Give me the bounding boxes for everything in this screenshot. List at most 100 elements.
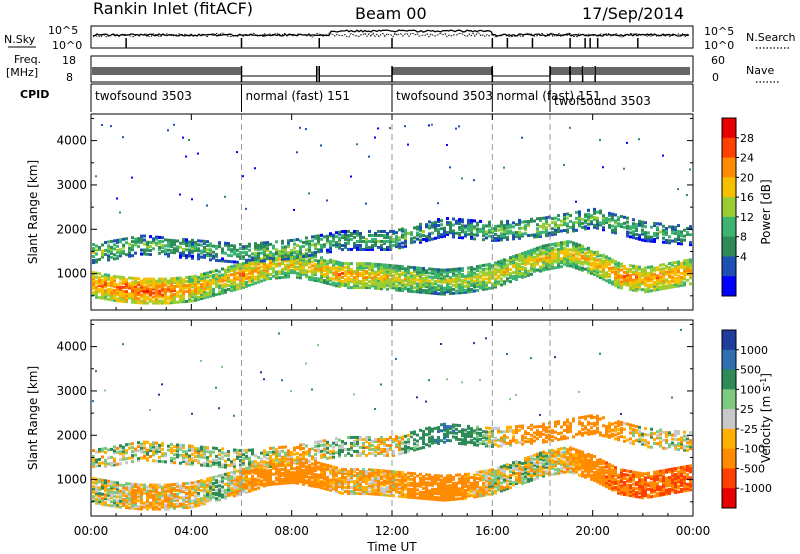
data-cell [506,267,509,271]
data-cell [218,488,221,492]
data-cell [686,278,689,282]
data-cell [146,297,149,301]
data-cell [332,273,335,277]
data-cell [512,233,515,237]
data-cell [122,277,125,281]
data-cell [461,281,464,285]
data-cell [662,224,665,228]
data-cell [545,249,548,253]
data-cell [281,477,284,481]
data-cell [215,281,218,285]
data-cell [194,496,197,500]
data-cell [146,279,149,283]
data-cell [221,289,224,293]
data-cell [173,506,176,510]
data-cell [257,468,260,472]
data-cell [290,471,293,475]
data-cell [596,268,599,272]
data-cell [104,248,107,252]
data-cell [248,265,251,269]
data-cell [473,267,476,271]
data-cell [311,455,314,459]
data-cell [302,452,305,456]
data-cell [278,262,281,266]
data-cell [95,464,98,468]
data-cell [182,455,185,459]
data-cell [284,451,287,455]
data-cell [191,254,194,258]
data-cell [212,481,215,485]
data-cell [326,273,329,277]
data-cell [191,487,194,491]
data-cell [119,281,122,285]
data-cell [503,272,506,276]
data-cell [674,267,677,271]
data-cell [110,482,113,486]
data-cell [377,282,380,286]
data-cell [167,444,170,448]
data-cell [494,271,497,275]
data-cell [266,471,269,475]
data-cell [626,234,629,238]
data-cell [185,275,188,279]
data-cell [293,448,296,452]
data-cell [92,485,95,489]
data-cell [260,259,263,263]
data-cell [524,250,527,254]
data-cell [395,266,398,270]
data-cell [488,280,491,284]
data-cell [314,444,317,448]
data-cell [158,447,161,451]
data-cell [446,222,449,226]
data-cell [299,274,302,278]
data-cell [131,294,134,298]
data-cell [203,272,206,276]
data-cell [557,255,560,259]
data-cell [602,265,605,269]
data-cell [134,502,137,506]
data-cell [404,232,407,236]
data-cell [404,238,407,242]
data-cell [263,247,266,251]
data-cell [512,261,515,265]
data-cell [254,242,257,246]
data-cell [275,464,278,468]
data-cell [383,273,386,277]
data-cell [308,447,311,451]
data-cell [293,458,296,462]
data-cell [113,459,116,463]
data-cell [254,460,257,464]
data-cell [146,485,149,489]
data-cell [617,285,620,289]
data-cell [191,456,194,460]
data-cell [137,293,140,297]
data-cell [533,249,536,253]
data-cell [161,301,164,305]
freq-tick-bottom: 8 [66,71,73,84]
data-cell [425,225,428,229]
data-cell [149,279,152,283]
data-cell [206,479,209,483]
data-cell [425,275,428,279]
data-cell [158,301,161,305]
data-cell [503,282,506,286]
data-cell [197,257,200,261]
data-cell [401,283,404,287]
data-cell [230,283,233,287]
data-cell [185,491,188,495]
data-cell [638,277,641,281]
data-cell [251,266,254,270]
data-cell [506,273,509,277]
data-cell [218,457,221,461]
data-cell [272,450,275,454]
data-cell [656,222,659,226]
data-cell [419,288,422,292]
data-cell [260,261,263,265]
data-cell [329,242,332,246]
data-cell [245,272,248,276]
data-cell [317,259,320,263]
data-cell [590,263,593,267]
data-cell [128,252,131,256]
data-cell [512,231,515,235]
data-cell [671,267,674,271]
